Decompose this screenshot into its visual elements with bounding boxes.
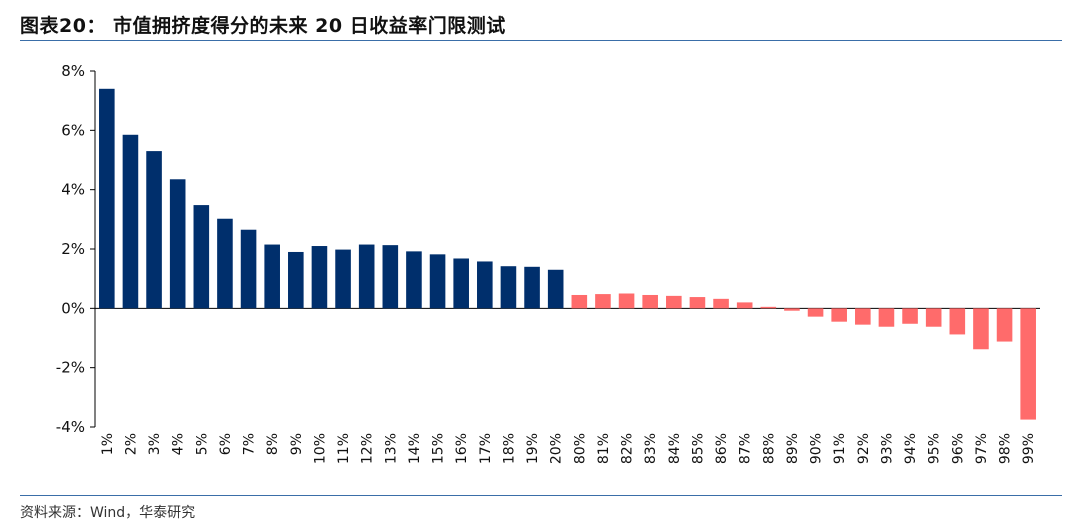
- bar-19pct: [524, 266, 540, 309]
- bar-88pct: [760, 306, 777, 309]
- bar-81pct: [595, 294, 611, 309]
- bar-1pct: [99, 88, 115, 309]
- bar-16pct: [453, 258, 469, 309]
- bar-85pct: [689, 297, 706, 309]
- x-tick-label: 12%: [360, 433, 376, 464]
- footer-divider: [20, 495, 1062, 496]
- bar-15pct: [429, 254, 446, 309]
- bar-10pct: [311, 246, 328, 309]
- chart-title: 图表20： 市值拥挤度得分的未来 20 日收益率门限测试: [20, 15, 506, 37]
- bar-86pct: [713, 298, 729, 309]
- bar-99pct: [1020, 308, 1036, 420]
- x-tick-label: 83%: [643, 433, 659, 464]
- bar-20pct: [547, 269, 564, 309]
- bar-95pct: [925, 308, 942, 327]
- x-tick-label: 92%: [856, 433, 872, 464]
- x-tick-label: 90%: [809, 433, 825, 464]
- x-tick-label: 18%: [501, 433, 517, 464]
- x-tick-label: 91%: [832, 433, 848, 464]
- bar-92pct: [855, 308, 871, 325]
- bars: [99, 88, 1036, 420]
- x-tick-label: 87%: [738, 433, 754, 464]
- bar-12pct: [358, 244, 375, 309]
- y-tick-label: 6%: [61, 121, 85, 139]
- x-tick-label: 82%: [620, 433, 636, 464]
- x-tick-label: 80%: [572, 433, 588, 464]
- x-tick-label: 88%: [761, 433, 777, 464]
- bar-90pct: [807, 308, 824, 317]
- bar-84pct: [666, 295, 682, 309]
- bar-98pct: [996, 308, 1013, 342]
- x-tick-label: 19%: [525, 433, 541, 464]
- x-axis-labels: 1% 2% 3% 4% 5% 6% 7% 8% 9% 10% 11% 12% 13% 14% 15% 16% 1…: [100, 433, 1037, 464]
- bar-91pct: [831, 308, 847, 322]
- x-tick-label: 15%: [431, 433, 447, 464]
- bar-5pct: [193, 205, 210, 309]
- title-divider: [20, 40, 1062, 41]
- bar-17pct: [477, 261, 493, 309]
- bar-87pct: [736, 302, 753, 309]
- x-tick-label: 13%: [383, 433, 399, 464]
- x-tick-label: 95%: [927, 433, 943, 464]
- x-tick-label: 96%: [950, 433, 966, 464]
- x-tick-label: 11%: [336, 433, 352, 464]
- bar-7pct: [240, 229, 257, 309]
- bar-89pct: [784, 308, 800, 311]
- x-tick-label: 99%: [1021, 433, 1037, 464]
- x-tick-label: 4%: [171, 433, 187, 455]
- bar-94pct: [902, 308, 918, 324]
- bar-2pct: [122, 134, 139, 309]
- bar-4pct: [169, 179, 186, 309]
- x-tick-label: 9%: [289, 433, 305, 455]
- bar-8pct: [264, 244, 280, 309]
- x-tick-label: 10%: [312, 433, 328, 464]
- x-tick-label: 2%: [123, 433, 139, 455]
- x-tick-label: 86%: [714, 433, 730, 464]
- x-tick-label: 89%: [785, 433, 801, 464]
- bar-93pct: [878, 308, 895, 327]
- x-tick-label: 5%: [194, 433, 210, 455]
- y-tick-label: -2%: [56, 359, 85, 377]
- bar-6pct: [217, 218, 233, 309]
- x-tick-label: 84%: [667, 433, 683, 464]
- x-tick-label: 85%: [690, 433, 706, 464]
- bar-83pct: [642, 294, 658, 309]
- x-tick-label: 14%: [407, 433, 423, 464]
- x-tick-label: 97%: [974, 433, 990, 464]
- bar-13pct: [382, 245, 399, 309]
- bar-82pct: [618, 293, 635, 309]
- bar-96pct: [949, 308, 966, 335]
- x-tick-label: 1%: [100, 433, 116, 455]
- bar-14pct: [406, 251, 422, 309]
- bar-9pct: [288, 251, 304, 309]
- y-tick-label: 4%: [61, 181, 85, 199]
- x-tick-label: 98%: [998, 433, 1014, 464]
- x-tick-label: 6%: [218, 433, 234, 455]
- x-tick-label: 7%: [242, 433, 258, 455]
- y-tick-label: 0%: [61, 299, 85, 317]
- bar-97pct: [973, 308, 989, 350]
- y-tick-label: 8%: [61, 62, 85, 80]
- x-tick-label: 93%: [879, 433, 895, 464]
- x-tick-label: 3%: [147, 433, 163, 455]
- bar-80pct: [571, 294, 588, 309]
- bar-18pct: [500, 266, 517, 309]
- bar-chart: 8% 6% 4% 2% 0% -2% -4% 1% 2% 3% 4% 5% 6% 7% 8% 9% 10% 11…: [56, 62, 1040, 464]
- bar-3pct: [146, 151, 162, 309]
- x-tick-label: 81%: [596, 433, 612, 464]
- bar-11pct: [335, 249, 351, 309]
- source-note: 资料来源：Wind，华泰研究: [20, 505, 196, 521]
- x-tick-label: 20%: [549, 433, 565, 464]
- x-tick-label: 16%: [454, 433, 470, 464]
- y-tick-label: 2%: [61, 240, 85, 258]
- x-tick-label: 94%: [903, 433, 919, 464]
- y-tick-label: -4%: [56, 418, 85, 436]
- x-tick-label: 17%: [478, 433, 494, 464]
- x-tick-label: 8%: [265, 433, 281, 455]
